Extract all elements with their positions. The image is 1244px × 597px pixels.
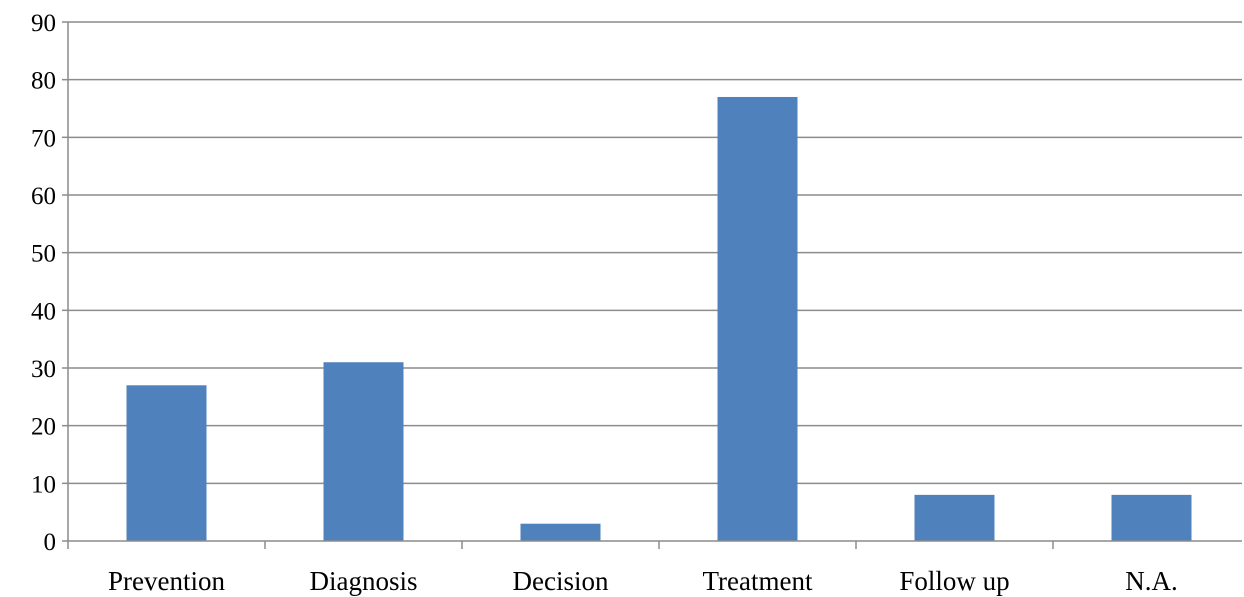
x-axis-tick-labels: Prevention Diagnosis Decision Treatment Foll… [108,566,1178,596]
y-axis-tick-labels: 0 10 20 30 40 50 60 70 80 90 [31,10,56,556]
axes [62,21,1242,549]
y-tick-label-40: 40 [31,298,56,325]
y-tick-label-90: 90 [31,10,56,37]
x-tick-label-diagnosis: Diagnosis [310,566,418,596]
y-tick-label-70: 70 [31,125,56,152]
y-tick-label-30: 30 [31,356,56,383]
bars [126,96,1192,541]
bar-diagnosis [323,362,404,541]
bar-prevention [126,385,207,541]
y-tick-label-10: 10 [31,471,56,498]
x-tick-label-prevention: Prevention [108,566,225,596]
y-tick-label-20: 20 [31,414,56,441]
x-tick-label-follow-up: Follow up [899,566,1009,596]
gridlines [68,21,1242,485]
x-tick-label-decision: Decision [513,566,609,596]
y-tick-label-80: 80 [31,68,56,95]
bar-treatment [717,96,798,541]
y-tick-label-0: 0 [44,529,57,556]
bar-n-a- [1111,494,1192,541]
bar-follow-up [914,494,995,541]
y-tick-label-60: 60 [31,183,56,210]
bar-decision [520,523,601,541]
x-tick-label-treatment: Treatment [703,566,813,596]
y-tick-label-50: 50 [31,241,56,268]
x-tick-label-n-a-: N.A. [1125,566,1178,596]
